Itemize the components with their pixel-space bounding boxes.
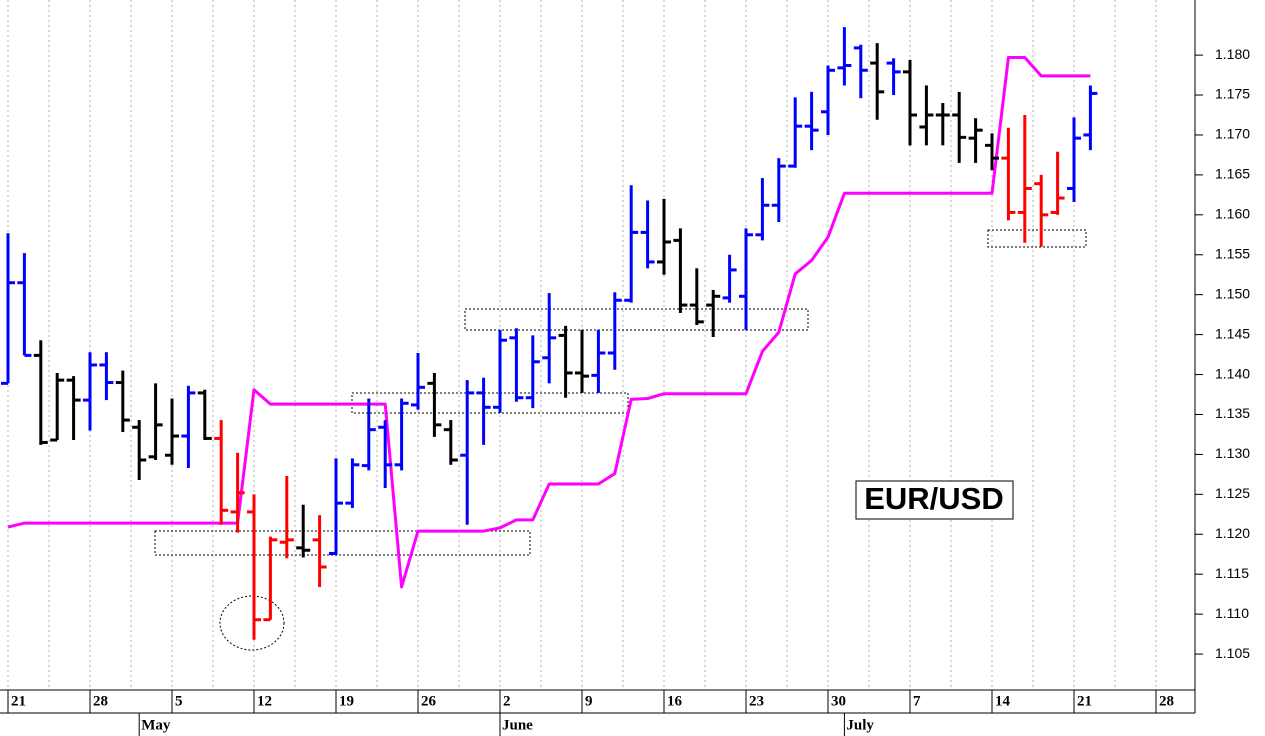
chart-title: EUR/USD	[864, 481, 1004, 516]
range-box	[154, 530, 531, 556]
x-tick-label: 2	[503, 693, 511, 709]
y-tick-label: 1.175	[1215, 86, 1250, 102]
x-tick-label: 12	[257, 693, 272, 709]
y-tick-label: 1.130	[1215, 445, 1250, 461]
y-tick-label: 1.170	[1215, 126, 1250, 142]
x-tick-label: 23	[749, 693, 764, 709]
x-tick-label: 7	[913, 693, 921, 709]
x-tick-label: 26	[421, 693, 437, 709]
x-tick-label: 30	[831, 693, 846, 709]
x-tick-label: 9	[585, 693, 593, 709]
y-tick-label: 1.140	[1215, 365, 1250, 381]
low-circle	[219, 595, 285, 651]
title-box	[855, 480, 1014, 520]
stop-line	[7, 56, 1091, 589]
x-tick-label: 19	[339, 693, 354, 709]
y-tick-label: 1.110	[1215, 605, 1249, 621]
y-tick-label: 1.145	[1215, 325, 1250, 341]
range-box	[987, 229, 1087, 248]
month-label: June	[502, 717, 533, 733]
y-tick-label: 1.105	[1215, 645, 1250, 661]
x-tick-label: 21	[1077, 693, 1092, 709]
range-box	[464, 308, 809, 331]
y-tick-label: 1.125	[1215, 485, 1250, 501]
month-label: May	[141, 717, 171, 733]
y-tick-label: 1.120	[1215, 525, 1250, 541]
x-tick-label: 28	[1159, 693, 1174, 709]
x-tick-label: 21	[11, 693, 26, 709]
y-tick-label: 1.160	[1215, 206, 1250, 222]
x-tick-label: 5	[175, 693, 183, 709]
y-tick-label: 1.165	[1215, 166, 1250, 182]
month-label: July	[846, 717, 874, 733]
x-tick-label: 14	[995, 693, 1011, 709]
y-tick-label: 1.135	[1215, 405, 1250, 421]
x-tick-label: 16	[667, 693, 683, 709]
y-tick-label: 1.150	[1215, 285, 1250, 301]
x-tick-label: 28	[93, 693, 108, 709]
y-tick-label: 1.155	[1215, 245, 1250, 261]
y-tick-label: 1.180	[1215, 46, 1250, 62]
y-tick-label: 1.115	[1215, 565, 1249, 581]
